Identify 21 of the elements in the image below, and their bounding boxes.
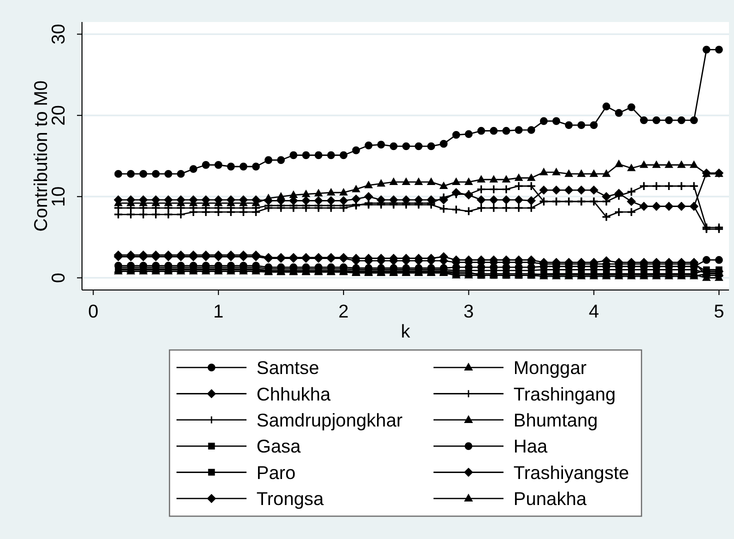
- x-tick-label: 1: [213, 300, 224, 322]
- legend-label: Samtse: [256, 357, 320, 378]
- legend-label: Trashiyangste: [514, 462, 630, 483]
- legend-label: Chhukha: [256, 383, 332, 404]
- legend-label: Haa: [514, 436, 548, 457]
- legend-label: Paro: [256, 462, 296, 483]
- legend-label: Gasa: [256, 436, 302, 457]
- legend-label: Punakha: [514, 488, 588, 510]
- y-tick-label: 0: [48, 272, 68, 283]
- x-tick-label: 5: [714, 300, 724, 322]
- legend-label: Trashingang: [514, 383, 616, 404]
- legend-label: Bhumtang: [514, 410, 598, 430]
- x-tick-label: 2: [338, 300, 349, 322]
- x-tick-label: 3: [464, 300, 474, 322]
- x-axis-title: k: [400, 320, 411, 342]
- legend-label: Samdrupjongkhar: [256, 410, 403, 430]
- y-tick-label: 30: [48, 24, 68, 44]
- x-tick-label: 4: [588, 300, 599, 322]
- legend-label: Monggar: [514, 357, 587, 378]
- legend-label: Trongsa: [256, 488, 324, 510]
- x-tick-label: 0: [88, 300, 98, 322]
